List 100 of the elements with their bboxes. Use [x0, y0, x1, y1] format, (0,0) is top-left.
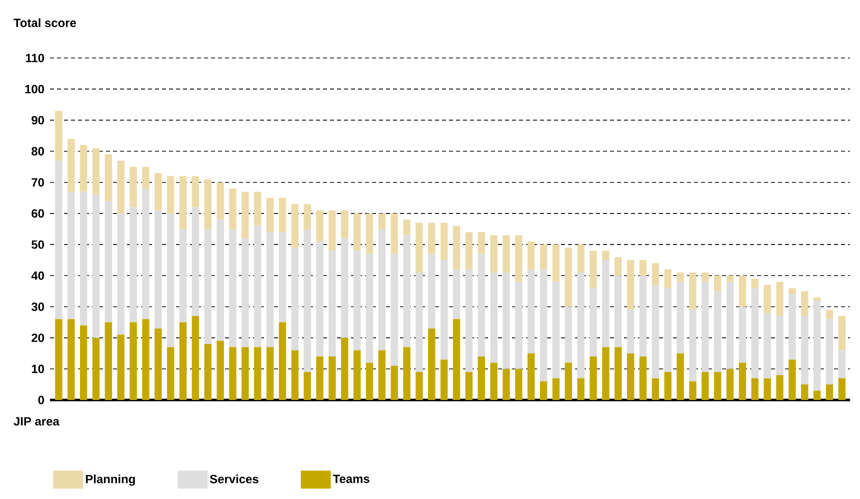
bar — [689, 381, 696, 400]
bar — [68, 319, 75, 400]
bar — [788, 294, 796, 360]
bar — [702, 272, 709, 282]
bar — [291, 204, 299, 248]
bar — [813, 300, 821, 391]
bar — [689, 310, 696, 382]
bar — [416, 372, 423, 400]
bar — [229, 229, 236, 348]
bar — [428, 222, 436, 254]
bar — [452, 226, 460, 270]
bar — [242, 192, 249, 238]
bar — [179, 322, 187, 400]
bar — [353, 250, 361, 350]
bar — [502, 235, 510, 273]
bar — [403, 220, 410, 236]
bar — [266, 232, 274, 348]
bar — [540, 244, 548, 270]
bar — [614, 347, 622, 400]
bar — [68, 192, 75, 320]
bar — [528, 269, 535, 354]
bar — [652, 284, 660, 378]
bar — [738, 306, 746, 363]
bar — [428, 254, 436, 328]
bar — [652, 378, 660, 400]
bar — [552, 378, 560, 400]
bar — [764, 284, 771, 313]
bar — [204, 179, 212, 229]
bar — [378, 229, 386, 350]
bar — [316, 241, 324, 356]
bar — [242, 238, 249, 348]
bar — [602, 250, 610, 260]
bar — [776, 375, 784, 400]
bar — [826, 310, 834, 320]
bar — [104, 322, 112, 400]
bar — [304, 204, 311, 229]
bar — [278, 322, 286, 400]
bar — [540, 269, 548, 382]
bar — [142, 319, 150, 400]
bar — [664, 269, 672, 288]
bar — [590, 288, 597, 356]
bar — [192, 207, 200, 316]
y-axis-title: Total score — [14, 18, 76, 28]
bar — [813, 390, 821, 400]
y-tick-label: 40 — [31, 271, 44, 280]
bar — [664, 288, 672, 372]
bar — [788, 288, 796, 294]
bar — [764, 312, 771, 378]
bar — [714, 372, 722, 400]
bar — [378, 213, 386, 229]
bar — [92, 148, 100, 195]
y-tick-label: 60 — [32, 209, 44, 218]
bar — [130, 207, 137, 322]
bar — [229, 188, 236, 229]
bar — [403, 235, 410, 348]
bar — [602, 347, 610, 400]
bar — [403, 347, 410, 400]
bar — [130, 166, 137, 208]
bar — [154, 173, 162, 210]
bar — [316, 210, 324, 242]
bar — [166, 347, 174, 400]
bar — [216, 340, 224, 400]
y-tick-label: 80 — [32, 147, 44, 156]
bar — [142, 188, 150, 320]
bar — [751, 288, 759, 378]
bar — [764, 378, 771, 400]
bar — [714, 276, 722, 292]
bar — [341, 338, 348, 400]
bar — [204, 344, 212, 400]
bar — [390, 213, 398, 254]
bar — [639, 276, 647, 356]
bar — [652, 263, 660, 285]
bar — [166, 213, 174, 348]
bar — [68, 138, 75, 192]
bar — [92, 194, 100, 338]
bar — [192, 316, 200, 400]
bar — [366, 213, 374, 254]
bar — [117, 160, 124, 214]
bar — [639, 356, 647, 400]
bar — [254, 347, 262, 400]
bar — [490, 362, 498, 400]
bar — [776, 282, 784, 316]
bar — [552, 244, 560, 282]
bar — [416, 222, 423, 273]
bar — [92, 338, 100, 400]
bar — [229, 347, 236, 400]
bar — [328, 356, 336, 400]
bar — [788, 360, 796, 400]
bar — [590, 356, 597, 400]
bar — [676, 282, 684, 354]
bar — [813, 297, 821, 301]
bar — [328, 210, 336, 251]
legend-label: Planning — [86, 474, 135, 486]
bar — [564, 248, 572, 307]
legend-label: Teams — [332, 474, 370, 484]
bar — [776, 316, 784, 376]
bar — [316, 356, 324, 400]
bar — [416, 272, 423, 372]
bar — [328, 250, 336, 356]
bar — [55, 160, 62, 320]
